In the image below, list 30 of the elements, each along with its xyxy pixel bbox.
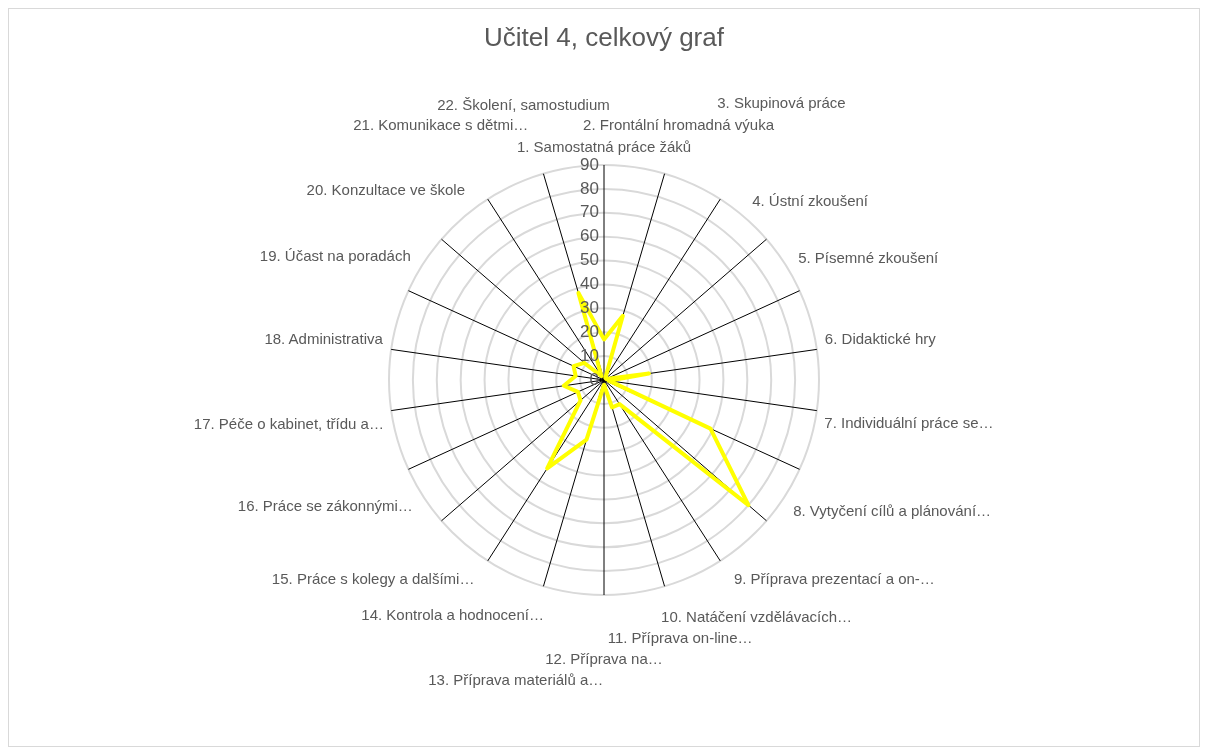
spoke-label: 14. Kontrola a hodnocení… bbox=[361, 605, 544, 623]
spoke-label: 17. Péče o kabinet, třídu a… bbox=[193, 415, 384, 433]
chart-title: Učitel 4, celkový graf bbox=[484, 21, 725, 52]
spoke-label: 13. Příprava materiálů a… bbox=[428, 670, 604, 688]
y-tick-label: 90 bbox=[580, 154, 599, 174]
spoke-label: 20. Konzultace ve škole bbox=[306, 181, 465, 199]
spoke-label: 19. Účast na poradách bbox=[259, 247, 411, 265]
spoke-label: 12. Příprava na… bbox=[545, 650, 663, 668]
spoke-label: 1. Samostatná práce žáků bbox=[516, 138, 692, 156]
spoke-label: 22. Školení, samostudium bbox=[437, 95, 610, 113]
y-tick-label: 50 bbox=[580, 250, 599, 270]
spoke-label: 9. Příprava prezentací a on-… bbox=[733, 569, 935, 587]
spoke-label: 15. Práce s kolegy a dalšími… bbox=[271, 570, 475, 588]
spoke-label: 8. Vytyčení cílů a plánování… bbox=[793, 501, 992, 519]
spoke-label: 5. Písemné zkoušení bbox=[798, 249, 940, 267]
spoke-label: 11. Příprava on-line… bbox=[607, 629, 753, 647]
spoke-label: 6. Didaktické hry bbox=[824, 330, 937, 348]
spoke-label: 2. Frontální hromadná výuka bbox=[583, 116, 775, 134]
spoke-label: 4. Ústní zkoušení bbox=[752, 191, 869, 209]
spoke-label: 10. Natáčení vzdělávacích… bbox=[661, 607, 853, 625]
y-tick-label: 70 bbox=[580, 202, 599, 222]
y-tick-label: 40 bbox=[580, 274, 599, 294]
y-tick-label: 80 bbox=[580, 178, 599, 198]
spoke-label: 21. Komunikace s dětmi… bbox=[353, 116, 529, 134]
y-tick-label: 0 bbox=[589, 369, 599, 389]
y-tick-label: 60 bbox=[580, 226, 599, 246]
spoke-label: 18. Administrativa bbox=[264, 329, 384, 347]
spoke-label: 3. Skupinová práce bbox=[717, 93, 846, 111]
spoke-label: 7. Individuální práce se… bbox=[824, 413, 994, 431]
spoke-label: 16. Práce se zákonnými… bbox=[237, 497, 413, 515]
